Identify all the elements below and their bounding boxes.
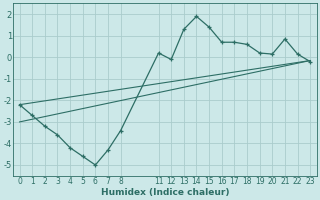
X-axis label: Humidex (Indice chaleur): Humidex (Indice chaleur) (100, 188, 229, 197)
